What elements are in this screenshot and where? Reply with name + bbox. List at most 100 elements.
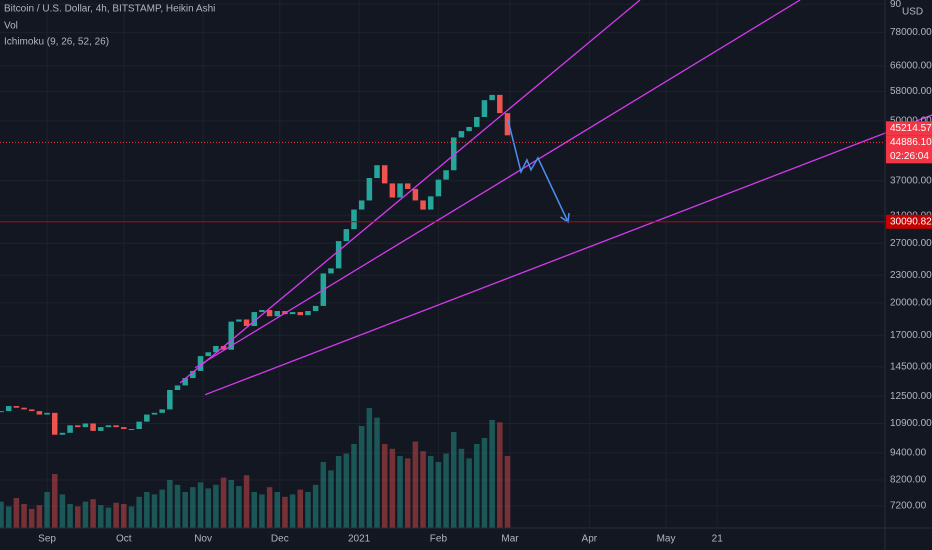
volume-bar (320, 462, 327, 528)
candle (228, 321, 234, 350)
candle (67, 425, 73, 433)
trendline (204, 114, 932, 396)
candle (474, 116, 480, 127)
candle (358, 200, 365, 210)
candle (251, 312, 257, 327)
volume-bar (420, 451, 426, 528)
candle (458, 131, 465, 138)
x-tick-label: Sep (38, 534, 56, 545)
volume-bar (136, 496, 142, 528)
volume-bar (374, 417, 380, 528)
volume-bar (197, 482, 204, 528)
volume-bar (144, 492, 150, 528)
y-tick-label: 14500.00 (890, 361, 932, 372)
candle (466, 126, 472, 132)
volume-bar (504, 456, 511, 528)
candle (113, 425, 119, 428)
y-tick-label: 27000.00 (890, 238, 932, 249)
candle (389, 183, 396, 198)
volume-bar (259, 494, 265, 528)
volume-bar (404, 458, 411, 528)
price-label: 30090.82 (890, 216, 932, 227)
trendline (179, 0, 641, 384)
volume-bar (190, 487, 196, 528)
candle (151, 412, 158, 415)
volume-bar (289, 494, 296, 528)
plot-area (0, 0, 932, 528)
volume-bar (220, 477, 227, 528)
x-tick-label: Apr (582, 534, 598, 545)
y-tick-label: 90 (890, 0, 902, 10)
forecast-arrow (507, 119, 569, 223)
candle (159, 409, 165, 413)
candle (289, 312, 296, 315)
candle (404, 183, 411, 189)
price-label: 45214.57 (890, 123, 932, 134)
currency-label: USD (902, 7, 923, 18)
volume-bar (90, 499, 96, 528)
x-tick-label: Mar (501, 534, 519, 545)
volume-bar (82, 501, 89, 528)
candle (435, 179, 442, 197)
candle (98, 427, 104, 431)
volume-bar (358, 426, 365, 528)
volume-bar (174, 484, 181, 528)
candle (205, 352, 211, 357)
y-tick-label: 12500.00 (890, 391, 932, 402)
candle (366, 178, 373, 201)
y-tick-label: 37000.00 (890, 175, 932, 186)
candle (121, 427, 127, 430)
volume-bar (67, 504, 73, 528)
y-tick-label: 7200.00 (890, 500, 927, 511)
volume-bar (121, 504, 127, 528)
volume-bar (228, 480, 234, 528)
indicator-label: Vol (4, 21, 18, 32)
volume-bar (5, 506, 12, 528)
candle (174, 385, 181, 391)
volume-bar (159, 489, 165, 528)
volume-bar (266, 487, 273, 528)
price-label: 44886.10 (890, 137, 932, 148)
y-tick-label: 78000.00 (890, 27, 932, 38)
y-tick-label: 17000.00 (890, 330, 932, 341)
volume-bar (297, 489, 304, 528)
volume-bar (466, 458, 472, 528)
candle (13, 406, 20, 408)
y-tick-label: 20000.00 (890, 298, 932, 309)
volume-bar (451, 432, 457, 528)
candle (236, 319, 242, 322)
countdown-label: 02:26:04 (890, 151, 929, 162)
volume-bar (366, 408, 373, 528)
volume-bar (343, 453, 350, 528)
y-tick-label: 8200.00 (890, 475, 927, 486)
candle (481, 100, 488, 117)
volume-bar (113, 502, 119, 528)
volume-bar (312, 484, 319, 528)
candle (190, 370, 196, 379)
volume-bar (427, 456, 434, 528)
candle (412, 188, 419, 201)
candle (443, 170, 449, 180)
candle (105, 425, 112, 428)
candle (75, 425, 81, 428)
volume-bar (13, 498, 20, 528)
volume-bar (328, 470, 334, 528)
volume-bar (282, 496, 288, 528)
chart-title: Bitcoin / U.S. Dollar, 4h, BITSTAMP, Hei… (4, 4, 215, 15)
candle (243, 319, 250, 327)
candle (59, 432, 66, 435)
x-tick-label: Dec (271, 534, 289, 545)
trendline (194, 0, 801, 369)
y-tick-label: 50000.00 (890, 116, 932, 127)
candle (274, 311, 281, 317)
candle (182, 378, 188, 386)
candle (144, 414, 150, 422)
candle (28, 409, 35, 412)
volume-bar (167, 480, 173, 528)
volume-bar (59, 494, 66, 528)
price-label-bg (886, 135, 932, 164)
volume-bar (481, 438, 488, 528)
volume-bar (128, 506, 135, 528)
volume-bar (151, 494, 158, 528)
candle (197, 356, 204, 371)
